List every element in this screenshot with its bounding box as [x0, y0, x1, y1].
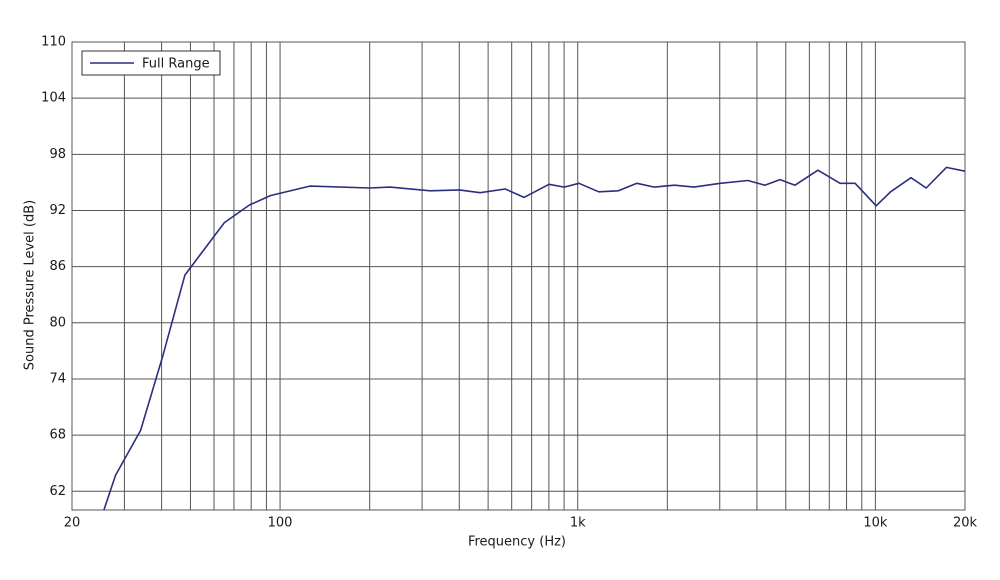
y-tick-label: 110: [41, 35, 66, 50]
x-tick-label: 20k: [953, 516, 978, 531]
y-axis-label: Sound Pressure Level (dB): [23, 200, 38, 370]
x-axis-label: Frequency (Hz): [468, 535, 566, 550]
y-tick-label: 80: [49, 315, 66, 330]
x-tick-label: 20: [64, 516, 81, 531]
x-tick-label: 1k: [570, 516, 586, 531]
y-tick-label: 98: [49, 147, 66, 162]
legend-label: Full Range: [142, 57, 210, 72]
y-tick-label: 86: [49, 259, 66, 274]
y-tick-label: 68: [49, 428, 66, 443]
x-tick-label: 100: [268, 516, 293, 531]
y-tick-label: 74: [49, 371, 66, 386]
y-tick-label: 62: [49, 484, 66, 499]
y-tick-label: 104: [41, 91, 66, 106]
x-tick-label: 10k: [863, 516, 888, 531]
plot-frame: [71, 41, 966, 511]
y-tick-label: 92: [49, 203, 66, 218]
series-line: [103, 166, 966, 511]
